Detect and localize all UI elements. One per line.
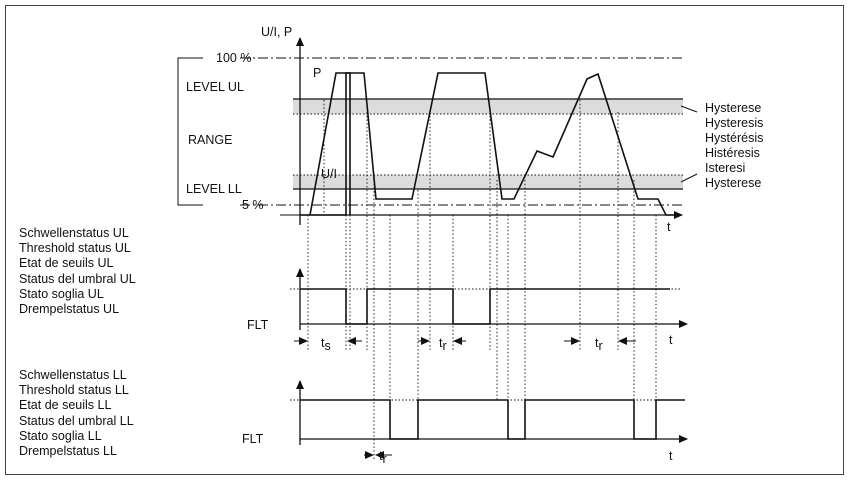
ts-label: ts: [321, 336, 331, 353]
tr-ul1-label: tr: [439, 336, 447, 353]
ul-status-waveform: [300, 288, 670, 325]
range-bracket: [177, 57, 203, 206]
hysteresis-label: Hysteresis: [705, 116, 763, 130]
tr-ll-t: t: [379, 449, 383, 463]
p-curve: [300, 72, 675, 216]
hysteresis-label: Hysterese: [705, 101, 761, 115]
hysteresis-label: Hystérésis: [705, 131, 763, 145]
ts-t: t: [321, 336, 325, 350]
ts-sub: s: [324, 339, 330, 353]
label-level-ul: LEVEL UL: [186, 80, 244, 94]
ll-t-axis-label: t: [669, 449, 673, 463]
label-5-percent: 5 %: [242, 198, 264, 212]
status-ul-label: Drempelstatus UL: [19, 302, 119, 316]
status-ul-label: Threshold status UL: [19, 241, 131, 255]
status-ll-label: Stato soglia LL: [19, 429, 102, 443]
hysteresis-pointer-ll: [680, 173, 698, 183]
status-ul-label: Schwellenstatus UL: [19, 226, 129, 240]
y-axis-label: U/I, P: [261, 25, 292, 39]
ll-status-waveform: [300, 399, 685, 440]
status-ll-label: Status del umbral LL: [19, 414, 134, 428]
flt-ul-label: FLT: [247, 318, 269, 332]
hysteresis-label: Isteresi: [705, 161, 745, 175]
hysteresis-label: Hysterese: [705, 176, 761, 190]
tr-ul2-label: tr: [595, 336, 603, 353]
flt-ll-label: FLT: [242, 432, 264, 446]
hysteresis-band-ul: [293, 99, 683, 114]
tr-ul2-t: t: [595, 336, 599, 350]
timing-guides: [307, 100, 657, 460]
hysteresis-band-ll: [293, 175, 683, 189]
tr-ul1-sub: r: [442, 339, 446, 353]
diagram-frame: [5, 5, 844, 475]
tr-ll-label: tr: [379, 449, 387, 466]
status-ul-label: Stato soglia UL: [19, 287, 104, 301]
label-100-percent: 100 %: [216, 51, 251, 65]
status-ul-label: Etat de seuils UL: [19, 256, 114, 270]
label-range: RANGE: [188, 133, 232, 147]
status-ll-label: Drempelstatus LL: [19, 444, 117, 458]
ui-curve: [311, 72, 351, 216]
ul-t-axis-label: t: [669, 333, 673, 347]
status-ll-label: Schwellenstatus LL: [19, 368, 127, 382]
label-level-ll: LEVEL LL: [186, 182, 242, 196]
tr-ul1-t: t: [439, 336, 443, 350]
label-p-curve: P: [313, 66, 321, 80]
status-ul-label: Status del umbral UL: [19, 272, 136, 286]
t-axis-label: t: [667, 220, 671, 234]
hysteresis-label: Histéresis: [705, 146, 760, 160]
label-ui-curve: U/I: [321, 167, 337, 181]
status-ll-label: Threshold status LL: [19, 383, 129, 397]
tr-ll-sub: r: [382, 452, 386, 466]
tr-ul2-sub: r: [598, 339, 602, 353]
status-ll-label: Etat de seuils LL: [19, 398, 111, 412]
hysteresis-pointer-ul: [680, 105, 698, 113]
